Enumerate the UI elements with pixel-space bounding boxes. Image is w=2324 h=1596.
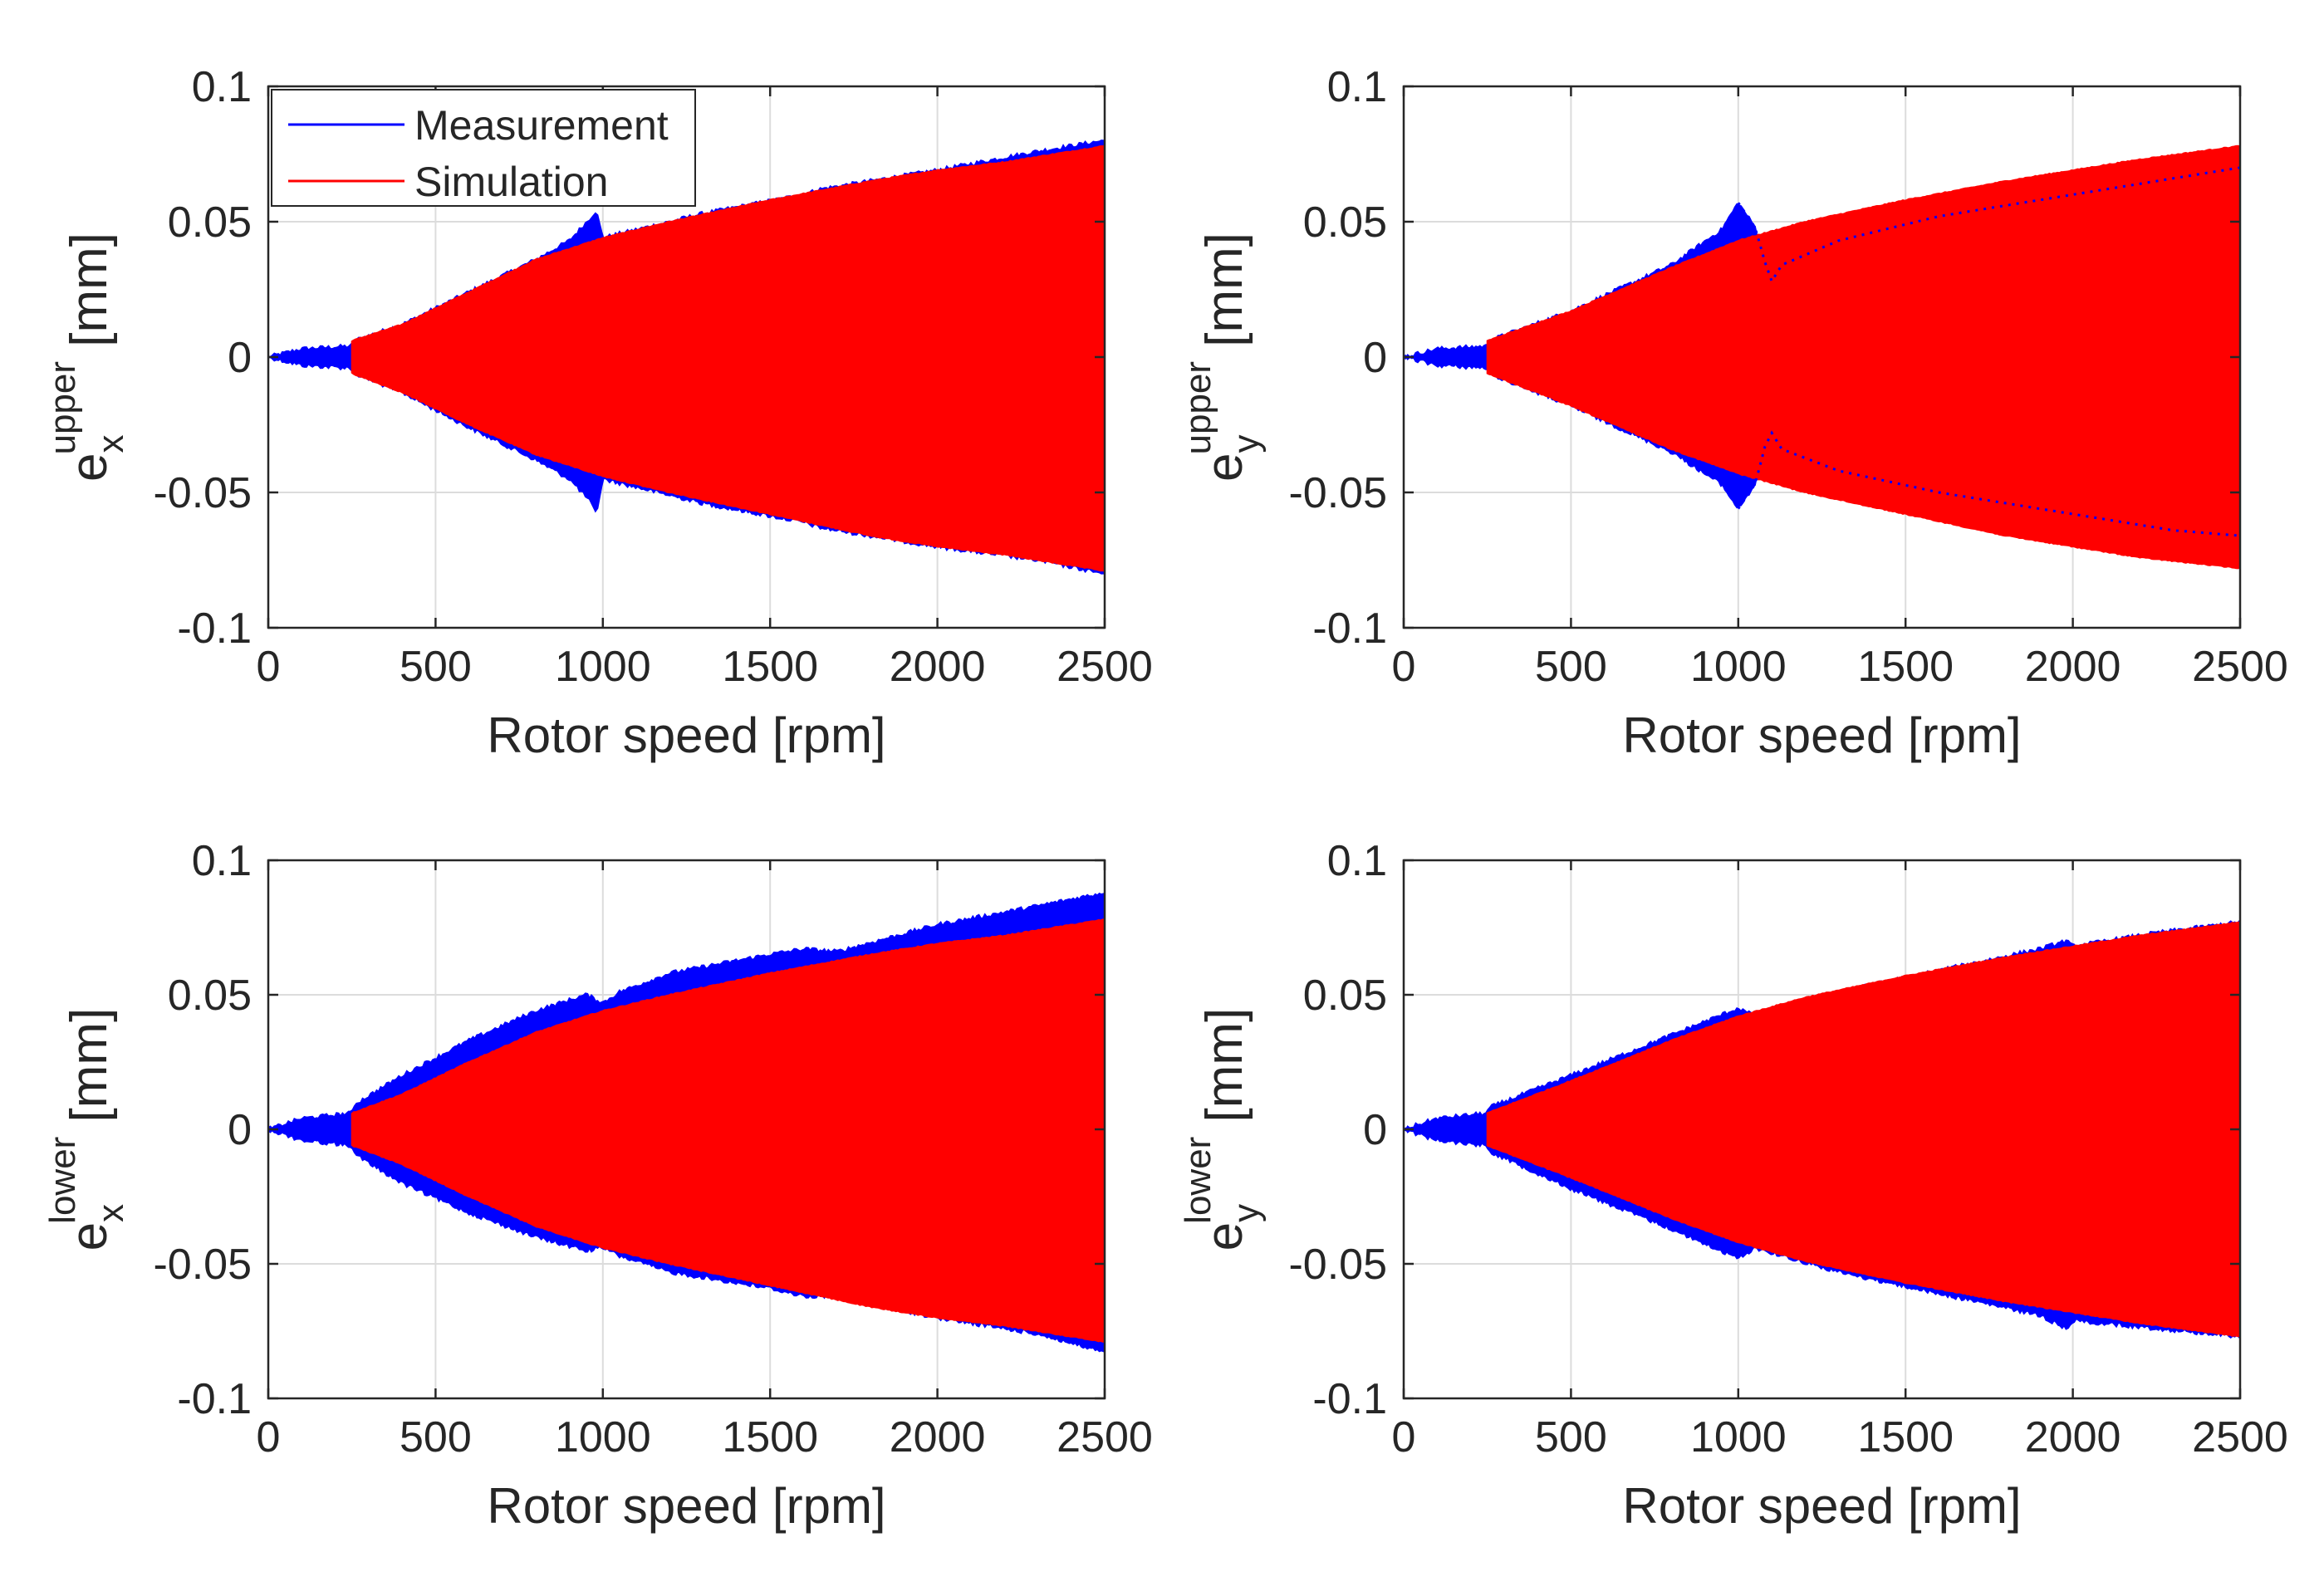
y-label-subscript: y — [1226, 1204, 1267, 1222]
y-label-base: e — [61, 1222, 118, 1251]
x-tick-label: 2500 — [2192, 643, 2288, 691]
x-tick-label: 1500 — [1857, 1413, 1954, 1461]
x-tick-label: 0 — [257, 1413, 281, 1461]
x-tick-label: 2000 — [890, 643, 986, 691]
y-label-superscript: lower — [42, 1137, 83, 1224]
y-label-superscript: upper — [1178, 361, 1218, 455]
x-tick-label: 1000 — [1690, 1413, 1787, 1461]
x-axis-label: Rotor speed [rpm] — [1622, 1478, 2021, 1534]
y-label-subscript: x — [91, 435, 131, 453]
y-label-base: e — [1196, 1222, 1253, 1251]
y-tick-label: 0.1 — [1327, 837, 1387, 885]
y-label-subscript: y — [1226, 435, 1267, 453]
y-axis-label: exlower [mm] — [42, 1008, 131, 1251]
x-tick-label: 1000 — [555, 1413, 651, 1461]
y-label-unit: [mm] — [61, 233, 118, 361]
series-group — [268, 140, 1105, 575]
y-label-base: e — [1196, 453, 1253, 482]
y-label-unit: [mm] — [1196, 1008, 1253, 1137]
series-group — [1404, 144, 2240, 570]
y-tick-label: 0 — [1363, 334, 1387, 382]
series-simulation-band — [351, 918, 1105, 1343]
measurement-trace-lower — [1737, 430, 2240, 537]
chart-panel-ex-upper: 0 500 1000 1500 2000 2500 0.1 0.05 0 -0.05 -0.1 Rot… — [42, 63, 1153, 763]
legend-label-simulation: Simulation — [414, 159, 608, 205]
legend-box — [271, 89, 696, 207]
y-tick-label: 0 — [228, 1106, 252, 1154]
series-simulation-band — [1486, 144, 2240, 570]
y-tick-label: -0.1 — [177, 1375, 252, 1423]
x-tick-label: 2500 — [1057, 643, 1153, 691]
y-tick-label: 0.05 — [168, 972, 252, 1020]
x-axis-label: Rotor speed [rpm] — [1622, 707, 2021, 763]
series-group — [1404, 919, 2240, 1339]
y-axis-label: eyupper [mm] — [1178, 233, 1267, 482]
x-tick-label: 1500 — [1857, 643, 1954, 691]
y-tick-label: -0.05 — [153, 469, 252, 517]
x-tick-label: 500 — [400, 643, 472, 691]
y-label-subscript: x — [91, 1204, 131, 1222]
x-tick-label: 0 — [1392, 643, 1416, 691]
x-tick-label: 1000 — [1690, 643, 1787, 691]
y-tick-label: -0.05 — [153, 1241, 252, 1289]
x-tick-label: 2000 — [890, 1413, 986, 1461]
x-tick-label: 1000 — [555, 643, 651, 691]
y-axis-label: eylower [mm] — [1178, 1008, 1267, 1251]
y-label-superscript: upper — [42, 361, 83, 455]
chart-panel-ex-lower: 0 500 1000 1500 2000 2500 0.1 0.05 0 -0.05 -0.1 Rot… — [42, 837, 1153, 1534]
x-tick-label: 0 — [257, 643, 281, 691]
legend-label-measurement: Measurement — [414, 102, 669, 149]
y-tick-label: -0.05 — [1288, 469, 1387, 517]
series-group — [268, 892, 1105, 1353]
x-tick-label: 0 — [1392, 1413, 1416, 1461]
y-tick-label: 0 — [1363, 1106, 1387, 1154]
y-tick-label: 0.1 — [192, 837, 252, 885]
y-tick-label: -0.05 — [1288, 1241, 1387, 1289]
series-simulation-band — [351, 144, 1105, 572]
y-tick-label: -0.1 — [177, 605, 252, 653]
x-tick-label: 2500 — [2192, 1413, 2288, 1461]
measurement-trace-upper — [1737, 166, 2240, 285]
y-tick-label: -0.1 — [1312, 605, 1387, 653]
x-tick-label: 2000 — [2025, 1413, 2121, 1461]
chart-panel-ey-upper: 0 500 1000 1500 2000 2500 0.1 0.05 0 -0.05 -0.1 Rot… — [1178, 63, 2288, 763]
y-axis-label: exupper [mm] — [42, 233, 131, 482]
y-tick-label: 0 — [228, 334, 252, 382]
x-tick-label: 500 — [400, 1413, 472, 1461]
x-axis-label: Rotor speed [rpm] — [487, 707, 885, 763]
chart-panel-ey-lower: 0 500 1000 1500 2000 2500 0.1 0.05 0 -0.05 -0.1 Rot… — [1178, 837, 2288, 1534]
x-tick-label: 500 — [1535, 1413, 1607, 1461]
y-tick-label: 0.05 — [168, 198, 252, 247]
x-tick-label: 2500 — [1057, 1413, 1153, 1461]
x-tick-label: 2000 — [2025, 643, 2121, 691]
y-tick-label: 0.1 — [1327, 63, 1387, 111]
y-label-base: e — [61, 453, 118, 482]
series-simulation-band — [1486, 921, 2240, 1338]
y-tick-label: 0.05 — [1303, 972, 1387, 1020]
x-tick-label: 1500 — [722, 1413, 818, 1461]
y-tick-label: 0.05 — [1303, 198, 1387, 247]
x-tick-label: 500 — [1535, 643, 1607, 691]
x-axis-label: Rotor speed [rpm] — [487, 1478, 885, 1534]
x-tick-label: 1500 — [722, 643, 818, 691]
y-tick-label: 0.1 — [192, 63, 252, 111]
y-label-unit: [mm] — [1196, 233, 1253, 361]
legend: Measurement Simulation — [271, 89, 696, 207]
y-label-superscript: lower — [1178, 1137, 1218, 1224]
y-label-unit: [mm] — [61, 1008, 118, 1137]
y-tick-label: -0.1 — [1312, 1375, 1387, 1423]
